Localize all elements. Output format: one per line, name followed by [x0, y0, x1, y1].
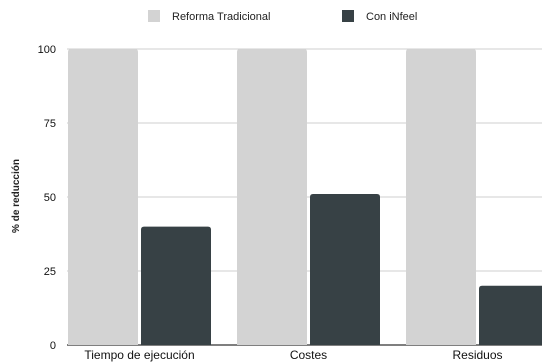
bar-con-infeel-1	[310, 194, 380, 345]
y-tick-label-25: 25	[44, 266, 56, 278]
y-tick-label-50: 50	[44, 192, 56, 204]
bar-con-infeel-2	[479, 285, 542, 345]
legend: Reforma Tradicional Con iNfeel	[148, 10, 417, 23]
y-tick-label-0: 0	[50, 340, 56, 352]
bar-reforma-tradicional-2	[406, 49, 476, 345]
y-axis-title: % de reducción	[11, 159, 22, 233]
legend-swatch-reforma-tradicional	[148, 10, 160, 22]
legend-label-reforma-tradicional: Reforma Tradicional	[172, 11, 270, 23]
bar-reforma-tradicional-1	[237, 49, 307, 345]
y-tick-label-100: 100	[38, 44, 56, 56]
x-category-label-0: Tiempo de ejecución	[84, 348, 194, 362]
y-tick-label-75: 75	[44, 118, 56, 130]
bar-con-infeel-0	[141, 226, 211, 345]
legend-swatch-con-infeel	[342, 10, 354, 22]
x-axis-categories: Tiempo de ejecución Costes Residuos	[84, 348, 502, 362]
bars	[68, 49, 542, 345]
y-axis-ticks: 0 25 50 75 100	[38, 44, 56, 352]
bar-reforma-tradicional-0	[68, 49, 138, 345]
x-category-label-1: Costes	[290, 348, 327, 362]
legend-label-con-infeel: Con iNfeel	[366, 11, 417, 23]
x-category-label-2: Residuos	[452, 348, 502, 362]
